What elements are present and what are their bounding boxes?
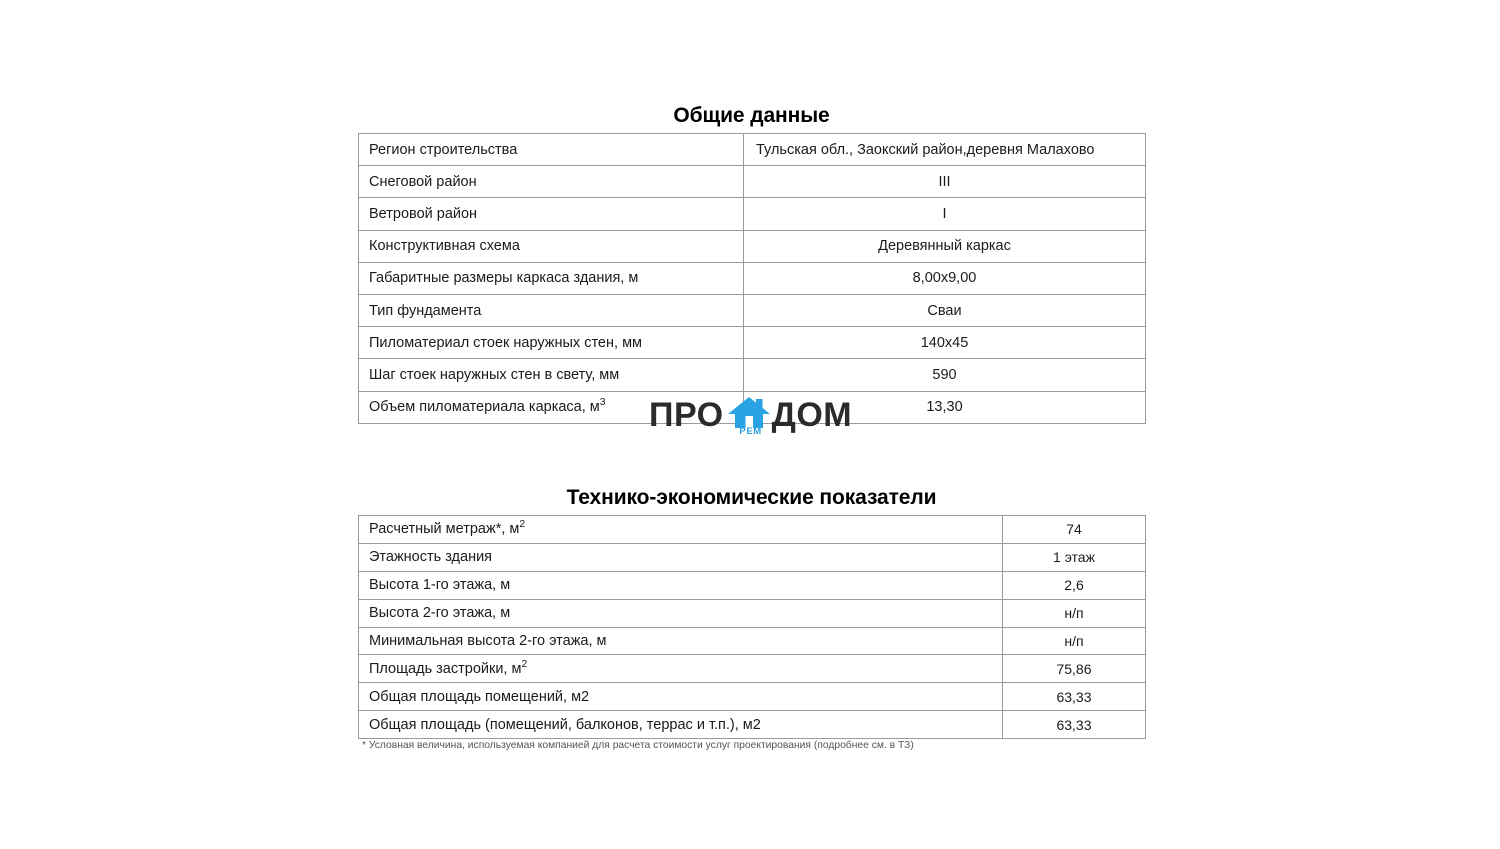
row-value-text: 63,33 <box>1056 716 1092 733</box>
row-value: Тульская обл., Заокский район,деревня Ма… <box>743 132 1146 167</box>
teo-footnote: * Условная величина, используемая компан… <box>362 740 914 751</box>
row-label: Ветровой район <box>358 197 744 231</box>
row-value: Сваи <box>743 293 1146 328</box>
table-row: Ветровой район I <box>358 197 1146 231</box>
table-row: Общая площадь помещений, м2 63,33 <box>358 682 1146 712</box>
table-row: Пиломатериал стоек наружных стен, мм 140… <box>358 326 1146 360</box>
general-data-tbody: Регион строительства Тульская обл., Заок… <box>358 132 1146 424</box>
row-label: Конструктивная схема <box>358 229 744 263</box>
row-label-superscript: 2 <box>519 519 526 531</box>
row-value: 1 этаж <box>1002 542 1146 572</box>
table-row: Шаг стоек наружных стен в свету, мм 590 <box>358 358 1146 392</box>
row-label: Пиломатериал стоек наружных стен, мм <box>358 326 744 360</box>
row-value-text: 75,86 <box>1056 660 1092 677</box>
table-row: Минимальная высота 2-го этажа, м н/п <box>358 626 1146 656</box>
row-label: Этажность здания <box>358 542 1003 572</box>
table-row: Этажность здания 1 этаж <box>358 542 1146 572</box>
row-label: Общая площадь помещений, м2 <box>358 682 1003 712</box>
teo-tbody: Расчетный метраж*, м2 74 Этажность здани… <box>358 515 1146 740</box>
row-value-text: 2,6 <box>1064 577 1084 594</box>
row-label-text: Конструктивная схема <box>369 238 520 255</box>
row-label-text: Высота 1-го этажа, м <box>369 577 511 594</box>
row-value: 590 <box>743 358 1146 392</box>
row-label-superscript: 2 <box>521 659 528 671</box>
table-row: Снеговой район III <box>358 165 1146 199</box>
table-row: Площадь застройки, м2 75,86 <box>358 654 1146 684</box>
row-label-text: Общая площадь (помещений, балконов, терр… <box>369 716 761 733</box>
table-row: Высота 1-го этажа, м 2,6 <box>358 570 1146 600</box>
row-value: III <box>743 165 1146 199</box>
row-value: 2,6 <box>1002 570 1146 600</box>
row-label: Шаг стоек наружных стен в свету, мм <box>358 358 744 392</box>
row-value: 63,33 <box>1002 682 1146 712</box>
row-label-text: Высота 2-го этажа, м <box>369 605 511 622</box>
row-value-text: 13,30 <box>926 399 963 416</box>
row-value: 74 <box>1002 515 1146 544</box>
general-data-table: Регион строительства Тульская обл., Заок… <box>358 132 1146 424</box>
row-value-text: 63,33 <box>1056 688 1092 705</box>
row-value: 13,30 <box>743 390 1146 424</box>
row-value-text: 1 этаж <box>1053 549 1095 566</box>
row-label: Расчетный метраж*, м2 <box>358 515 1003 544</box>
table-row: Объем пиломатериала каркаса, м3 13,30 <box>358 390 1146 424</box>
row-value-text: Деревянный каркас <box>878 238 1011 255</box>
row-value-text: 140х45 <box>920 334 969 351</box>
row-label: Регион строительства <box>358 132 744 167</box>
row-label-superscript: 3 <box>599 397 606 409</box>
table-row: Тип фундамента Сваи <box>358 293 1146 328</box>
row-label-text: Тип фундамента <box>369 302 482 319</box>
row-value-text: Тульская обл., Заокский район,деревня Ма… <box>756 141 1095 158</box>
row-value: н/п <box>1002 626 1146 656</box>
row-value-text: 8,00х9,00 <box>912 270 977 287</box>
row-label-text: Этажность здания <box>369 549 493 566</box>
row-value-text: I <box>942 205 947 222</box>
row-label: Высота 2-го этажа, м <box>358 598 1003 628</box>
table-row: Регион строительства Тульская обл., Заок… <box>358 132 1146 167</box>
row-label: Общая площадь (помещений, балконов, терр… <box>358 710 1003 740</box>
row-label: Высота 1-го этажа, м <box>358 570 1003 600</box>
teo-title: Технико-экономические показатели <box>566 486 937 509</box>
row-label-text: Расчетный метраж*, м <box>369 521 520 538</box>
row-value: н/п <box>1002 598 1146 628</box>
row-value-text: III <box>938 173 951 190</box>
row-label-text: Ветровой район <box>369 205 478 222</box>
row-label-text: Пиломатериал стоек наружных стен, мм <box>369 334 643 351</box>
row-label-text: Объем пиломатериала каркаса, м <box>369 399 600 416</box>
row-label-text: Габаритные размеры каркаса здания, м <box>369 270 639 287</box>
general-data-title: Общие данные <box>673 104 830 127</box>
table-row: Общая площадь (помещений, балконов, терр… <box>358 710 1146 740</box>
table-row: Конструктивная схема Деревянный каркас <box>358 229 1146 263</box>
row-value-text: 74 <box>1066 521 1082 538</box>
row-value-text: 590 <box>932 366 957 383</box>
table-row: Высота 2-го этажа, м н/п <box>358 598 1146 628</box>
row-value: 8,00х9,00 <box>743 261 1146 295</box>
row-value-text: н/п <box>1064 605 1084 622</box>
row-label: Снеговой район <box>358 165 744 199</box>
table-row: Расчетный метраж*, м2 74 <box>358 515 1146 544</box>
row-label-text: Шаг стоек наружных стен в свету, мм <box>369 366 620 383</box>
row-label-text: Площадь застройки, м <box>369 660 522 677</box>
teo-table: Расчетный метраж*, м2 74 Этажность здани… <box>358 515 1146 740</box>
row-label: Минимальная высота 2-го этажа, м <box>358 626 1003 656</box>
row-value: Деревянный каркас <box>743 229 1146 263</box>
row-value: I <box>743 197 1146 231</box>
row-label: Объем пиломатериала каркаса, м3 <box>358 390 744 424</box>
watermark-badge: РЕМ <box>739 426 762 437</box>
row-value: 63,33 <box>1002 710 1146 740</box>
row-label-text: Регион строительства <box>369 141 518 158</box>
row-label-text: Общая площадь помещений, м2 <box>369 688 590 705</box>
table-row: Габаритные размеры каркаса здания, м 8,0… <box>358 261 1146 295</box>
row-label-text: Минимальная высота 2-го этажа, м <box>369 633 607 649</box>
row-label: Тип фундамента <box>358 293 744 328</box>
row-value: 75,86 <box>1002 654 1146 684</box>
row-value-text: н/п <box>1064 633 1084 649</box>
row-label: Габаритные размеры каркаса здания, м <box>358 261 744 295</box>
row-label: Площадь застройки, м2 <box>358 654 1003 684</box>
row-label-text: Снеговой район <box>369 173 477 190</box>
row-value-text: Сваи <box>927 302 962 319</box>
row-value: 140х45 <box>743 326 1146 360</box>
